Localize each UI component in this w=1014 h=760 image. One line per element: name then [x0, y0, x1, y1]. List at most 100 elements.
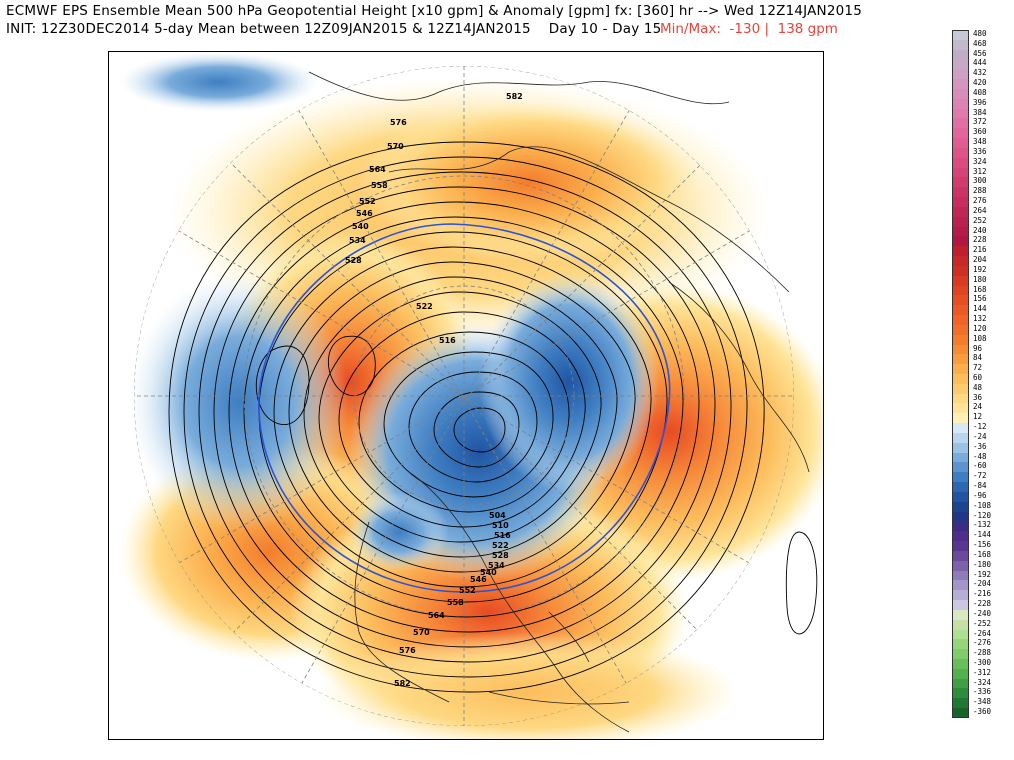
colorbar-swatch [952, 649, 969, 659]
contour-label: 528 [492, 551, 509, 560]
colorbar-swatch [952, 256, 969, 266]
colorbar-label: -348 [973, 697, 992, 707]
colorbar-swatch [952, 206, 969, 217]
colorbar-swatch [952, 373, 969, 384]
colorbar-label: -252 [973, 618, 992, 628]
colorbar-label: 84 [973, 353, 983, 363]
colorbar-swatch [952, 472, 969, 483]
colorbar-label: 192 [973, 264, 987, 274]
colorbar-label: 120 [973, 323, 987, 333]
colorbar-label: 252 [973, 215, 987, 225]
colorbar-swatch [952, 531, 969, 542]
colorbar-swatch [952, 275, 969, 286]
colorbar-label: 384 [973, 107, 987, 117]
colorbar-label: 144 [973, 304, 987, 314]
contour-label: 504 [489, 511, 506, 520]
colorbar-swatch [952, 570, 969, 581]
colorbar-swatch [952, 364, 969, 374]
colorbar-label: 216 [973, 245, 987, 255]
contour-label: 552 [459, 586, 476, 595]
colorbar-swatch [952, 265, 969, 276]
colorbar-swatch [952, 482, 969, 492]
colorbar-swatch [952, 197, 969, 207]
colorbar-swatch [952, 138, 969, 148]
colorbar-label: 456 [973, 48, 987, 58]
colorbar-label: -360 [973, 707, 992, 717]
contour-label: 528 [345, 256, 362, 265]
contour-label: 570 [413, 628, 430, 637]
colorbar-label: -276 [973, 638, 992, 648]
colorbar-label: -216 [973, 589, 992, 599]
coastlines [308, 71, 810, 733]
contour-label: 534 [488, 561, 505, 570]
colorbar-swatch [952, 69, 969, 80]
colorbar-label: -288 [973, 648, 992, 658]
colorbar-label: 168 [973, 284, 987, 294]
colorbar-label: 444 [973, 58, 987, 68]
colorbar-swatch [952, 639, 969, 650]
colorbar-label: 96 [973, 343, 983, 353]
colorbar-swatch [952, 521, 969, 532]
colorbar-swatch [952, 600, 969, 610]
colorbar-swatch [952, 432, 969, 443]
colorbar-label: -24 [973, 431, 987, 441]
colorbar-label: -204 [973, 579, 992, 589]
colorbar-label: 432 [973, 68, 987, 78]
contour-label: 546 [356, 209, 373, 218]
title-line-1: ECMWF EPS Ensemble Mean 500 hPa Geopoten… [6, 3, 862, 19]
colorbar-swatch [952, 659, 969, 669]
colorbar-swatch [952, 118, 969, 129]
colorbar-entry: -360 [952, 707, 1012, 718]
contour-label: 510 [492, 521, 509, 530]
colorbar-swatch [952, 501, 969, 512]
colorbar-swatch [952, 619, 969, 630]
colorbar-swatch [952, 462, 969, 473]
contour-label: 576 [390, 118, 407, 127]
colorbar-swatch [952, 177, 969, 188]
colorbar-swatch [952, 39, 969, 50]
colorbar-swatch [952, 541, 969, 551]
colorbar-label: -168 [973, 549, 992, 559]
colorbar-swatch [952, 452, 969, 463]
colorbar-swatch [952, 413, 969, 424]
colorbar-label: 180 [973, 274, 987, 284]
colorbar-label: -180 [973, 559, 992, 569]
colorbar-label: 204 [973, 255, 987, 265]
contour-label: 522 [416, 302, 433, 311]
colorbar-swatch [952, 98, 969, 109]
colorbar-swatch [952, 708, 969, 718]
colorbar-label: 324 [973, 156, 987, 166]
colorbar-label: 372 [973, 117, 987, 127]
colorbar-label: 300 [973, 176, 987, 186]
colorbar-label: 108 [973, 333, 987, 343]
colorbar-swatch [952, 560, 969, 571]
colorbar-label: 480 [973, 29, 987, 38]
colorbar-label: -132 [973, 520, 992, 530]
colorbar-label: 468 [973, 38, 987, 48]
colorbar-swatch [952, 128, 969, 139]
colorbar-label: -60 [973, 461, 987, 471]
colorbar-label: 24 [973, 402, 983, 412]
colorbar-swatch [952, 344, 969, 355]
colorbar-swatch [952, 609, 969, 620]
contour-labels: 582 576 570 564 558 552 546 540 534 528 … [345, 92, 523, 688]
colorbar-label: -324 [973, 677, 992, 687]
colorbar-swatch [952, 236, 969, 247]
colorbar-swatch [952, 423, 969, 433]
colorbar-swatch [952, 580, 969, 591]
colorbar-swatch [952, 216, 969, 227]
map-canvas: 582 576 570 564 558 552 546 540 534 528 … [119, 52, 823, 739]
colorbar-label: 228 [973, 235, 987, 245]
colorbar-label: -72 [973, 471, 987, 481]
colorbar-label: 288 [973, 186, 987, 196]
colorbar-swatch [952, 305, 969, 316]
colorbar-swatch [952, 295, 969, 306]
colorbar-label: -84 [973, 481, 987, 491]
colorbar-swatch [952, 315, 969, 325]
colorbar-swatch [952, 668, 969, 679]
colorbar-swatch [952, 79, 969, 89]
colorbar-label: -264 [973, 628, 992, 638]
colorbar-label: -96 [973, 490, 987, 500]
colorbar-label: 264 [973, 205, 987, 215]
colorbar-label: -300 [973, 658, 992, 667]
